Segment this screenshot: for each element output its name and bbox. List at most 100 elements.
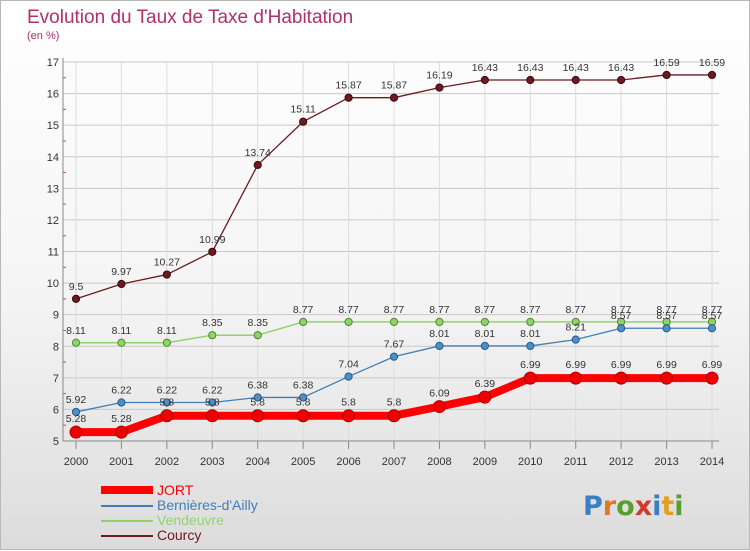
data-label: 16.59 <box>699 57 725 69</box>
data-label: 5.28 <box>66 413 87 425</box>
x-tick-label: 2014 <box>700 456 724 468</box>
data-label: 8.57 <box>611 310 632 322</box>
y-tick-label: 16 <box>47 89 59 101</box>
data-point <box>342 409 356 423</box>
data-label: 5.8 <box>250 397 265 409</box>
data-point <box>299 317 308 327</box>
logo-letter: t <box>661 491 675 522</box>
x-tick-label: 2009 <box>473 456 497 468</box>
data-label: 6.99 <box>565 359 586 371</box>
data-label: 7.67 <box>384 339 405 351</box>
y-tick-label: 6 <box>53 404 59 416</box>
legend-item: Bernières-d'Ailly <box>101 497 361 515</box>
logo-letter: i <box>652 491 662 522</box>
data-label: 8.77 <box>520 304 541 316</box>
y-tick-label: 13 <box>47 183 59 195</box>
x-tick-label: 2013 <box>654 456 678 468</box>
data-label: 6.22 <box>157 384 178 396</box>
x-tick-label: 2004 <box>245 456 269 468</box>
data-point <box>208 398 217 407</box>
data-point <box>705 371 719 385</box>
data-label: 8.21 <box>565 322 586 334</box>
legend-item: Courcy <box>101 527 361 545</box>
data-label: 5.8 <box>205 397 220 409</box>
data-label: 16.43 <box>563 62 589 74</box>
data-point <box>435 341 444 351</box>
data-point <box>478 390 492 404</box>
data-label: 8.57 <box>656 310 677 322</box>
data-label: 10.27 <box>154 257 180 269</box>
data-label: 5.92 <box>66 394 87 406</box>
data-label: 6.99 <box>611 359 632 371</box>
data-point <box>208 331 217 340</box>
x-tick-label: 2003 <box>200 456 224 468</box>
y-tick-label: 7 <box>53 373 59 385</box>
data-label: 6.99 <box>656 359 677 371</box>
data-point <box>707 70 717 80</box>
x-tick-label: 2008 <box>427 456 451 468</box>
data-point <box>523 371 537 385</box>
data-label: 8.77 <box>475 304 496 316</box>
data-point <box>614 371 628 385</box>
data-point <box>569 371 583 385</box>
legend-swatch <box>101 520 153 522</box>
data-label: 8.77 <box>611 304 632 316</box>
data-point <box>571 75 580 85</box>
data-point <box>117 398 126 407</box>
data-point <box>251 409 265 423</box>
logo-letter: r <box>602 491 617 522</box>
y-tick-label: 14 <box>47 152 59 164</box>
data-label: 8.01 <box>429 328 450 340</box>
data-point <box>160 409 174 423</box>
data-label: 8.01 <box>475 328 496 340</box>
data-point <box>435 317 444 327</box>
data-label: 16.19 <box>426 70 452 82</box>
y-tick-label: 12 <box>47 215 59 227</box>
data-label: 6.22 <box>111 384 132 396</box>
legend-item: JORT <box>101 482 361 500</box>
data-point <box>480 75 489 85</box>
data-point <box>117 279 126 289</box>
data-point <box>253 393 262 402</box>
data-point <box>299 393 308 402</box>
x-tick-label: 2006 <box>336 456 360 468</box>
data-point <box>571 335 580 344</box>
proxiti-logo: Proxiti <box>583 491 684 522</box>
data-point <box>205 409 219 423</box>
data-point <box>432 400 446 414</box>
x-tick-label: 2010 <box>518 456 542 468</box>
data-point <box>662 324 671 333</box>
y-tick-label: 5 <box>53 436 59 448</box>
legend-item: Vendeuvre <box>101 512 361 530</box>
data-label: 8.11 <box>66 325 86 337</box>
data-point <box>117 338 126 347</box>
y-tick-label: 11 <box>48 247 59 259</box>
data-point <box>71 294 81 303</box>
data-label: 8.77 <box>338 304 359 316</box>
data-point <box>162 398 171 407</box>
legend-label: JORT <box>157 482 194 498</box>
data-label: 5.8 <box>160 397 175 409</box>
x-tick-label: 2001 <box>109 456 133 468</box>
data-point <box>662 70 671 80</box>
data-point <box>389 93 399 102</box>
y-tick-label: 9 <box>53 310 59 322</box>
data-label: 16.43 <box>517 62 543 74</box>
data-label: 5.8 <box>387 397 402 409</box>
data-point <box>71 407 81 417</box>
legend-swatch <box>101 535 153 537</box>
data-label: 6.39 <box>475 378 496 390</box>
data-point <box>69 425 83 439</box>
legend-label: Courcy <box>157 527 202 543</box>
data-point <box>208 247 217 256</box>
chart-unit: (en %) <box>27 30 60 42</box>
y-tick-label: 17 <box>47 57 59 69</box>
data-label: 10.99 <box>199 234 225 246</box>
data-label: 8.11 <box>157 325 177 337</box>
data-point <box>344 372 353 381</box>
y-tick-label: 10 <box>47 278 59 290</box>
y-tick-label: 8 <box>53 341 59 353</box>
x-tick-label: 2007 <box>382 456 406 468</box>
